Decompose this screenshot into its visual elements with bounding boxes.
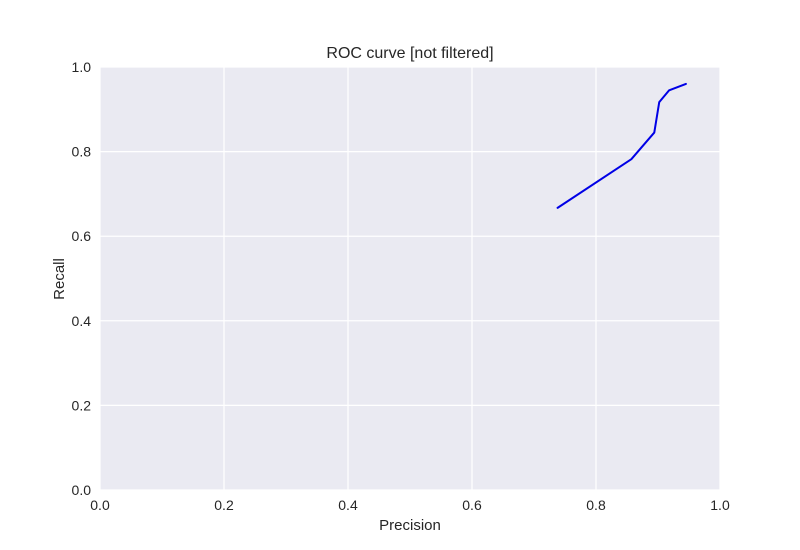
x-tick-label: 0.6 [462, 497, 482, 513]
y-tick-label: 0.6 [72, 228, 92, 244]
x-tick-label: 0.0 [90, 497, 110, 513]
x-axis-ticks: 0.0 0.2 0.4 0.6 0.8 1.0 [90, 497, 730, 513]
chart-title: ROC curve [not filtered] [326, 45, 493, 62]
x-tick-label: 0.4 [338, 497, 358, 513]
y-tick-label: 0.8 [72, 144, 92, 160]
y-tick-label: 0.4 [72, 313, 92, 329]
x-tick-label: 1.0 [710, 497, 730, 513]
x-axis-label: Precision [379, 517, 441, 534]
y-tick-label: 0.2 [72, 397, 92, 413]
roc-series-line [556, 82, 687, 209]
grid [99, 66, 721, 491]
y-axis-ticks: 0.0 0.2 0.4 0.6 0.8 1.0 [72, 59, 92, 498]
y-axis-label: Recall [51, 258, 68, 300]
x-tick-label: 0.8 [586, 497, 606, 513]
y-tick-label: 1.0 [72, 59, 92, 75]
series-layer [556, 82, 687, 209]
x-tick-label: 0.2 [214, 497, 234, 513]
plot-area [100, 67, 720, 490]
y-tick-label: 0.0 [72, 482, 92, 498]
